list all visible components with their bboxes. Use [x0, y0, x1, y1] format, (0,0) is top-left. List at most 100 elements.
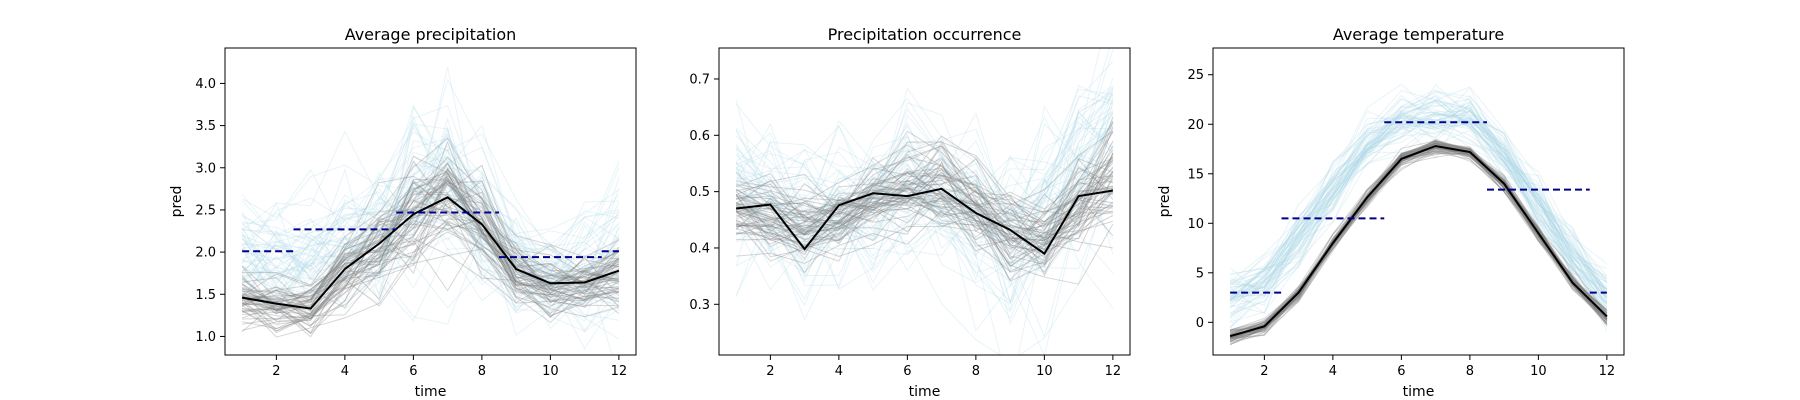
- ensemble-blue-line: [1229, 122, 1608, 329]
- ensemble-blue-line: [735, 147, 1114, 268]
- ensemble-gray-line: [735, 175, 1114, 242]
- ensemble-blue-line: [1229, 101, 1608, 319]
- ensemble-blue-line: [736, 120, 1114, 244]
- ensemble-gray-line: [241, 200, 620, 334]
- x-tick-label: 8: [478, 364, 486, 379]
- ensemble-blue-line: [241, 205, 619, 321]
- ensemble-gray-line: [241, 213, 619, 311]
- ensemble-gray-line: [735, 116, 1114, 236]
- ensemble-blue-line: [241, 196, 620, 321]
- x-tick-label: 2: [766, 364, 774, 379]
- ensemble-gray-line: [242, 180, 620, 308]
- ensemble-blue-line: [241, 131, 619, 300]
- ensemble-blue-line: [735, 95, 1114, 306]
- ensemble-blue-line: [735, 87, 1114, 241]
- ensemble-gray-line: [241, 222, 620, 320]
- ensemble-gray-line: [242, 209, 620, 320]
- ensemble-blue-line: [1230, 119, 1608, 306]
- y-tick-label: 3.5: [195, 119, 216, 134]
- ensemble-gray-line: [736, 145, 1114, 223]
- ensemble-blue-line: [735, 178, 1114, 309]
- y-tick-label: 3.0: [195, 161, 216, 176]
- ensemble-gray-line: [735, 196, 1113, 262]
- ensemble-gray-line: [1229, 146, 1608, 339]
- ensemble-blue-line: [735, 84, 1114, 250]
- ensemble-gray-line: [735, 171, 1114, 273]
- ensemble-blue-line: [1230, 122, 1608, 299]
- ensemble-blue-line: [735, 60, 1114, 222]
- ensemble-gray-line: [735, 157, 1114, 247]
- ensemble-blue-line: [242, 164, 620, 282]
- ensemble-gray-line: [736, 195, 1113, 265]
- ensemble-blue-line: [735, 116, 1114, 218]
- ensemble-blue-line: [241, 133, 620, 253]
- ensemble-blue-line: [735, 116, 1114, 267]
- x-tick-label: 10: [542, 364, 559, 379]
- ensemble-gray-line: [735, 153, 1114, 251]
- ensemble-blue-line: [241, 145, 620, 282]
- ensemble-gray-line: [241, 214, 619, 330]
- x-tick-label: 2: [272, 364, 280, 379]
- ensemble-gray-line: [241, 179, 620, 307]
- ensemble-blue-line: [1229, 83, 1608, 309]
- ensemble-blue-line: [735, 128, 1114, 256]
- ensemble-blue-line: [242, 135, 620, 288]
- ensemble-blue-line: [1230, 99, 1608, 312]
- ensemble-blue-line: [1229, 83, 1608, 283]
- ensemble-gray-line: [735, 180, 1113, 245]
- ensemble-blue-line: [1229, 122, 1608, 320]
- ensemble-gray-line: [735, 157, 1114, 215]
- ensemble-blue-line: [735, 141, 1114, 287]
- ensemble-blue-line: [735, 125, 1114, 219]
- ensemble-blue-line: [735, 174, 1114, 276]
- chart-panel-2: 2 4 6 8 10 12 0.3 0.4 0.5 0.6 0.7 Precipitation occ…: [689, 25, 1131, 400]
- x-tick-label: 6: [903, 364, 911, 379]
- ensemble-blue-line: [242, 182, 620, 323]
- ensemble-gray-line: [241, 219, 620, 326]
- chart-title: Precipitation occurrence: [828, 25, 1022, 44]
- ensemble-gray-line: [736, 120, 1114, 210]
- ensemble-gray-line: [242, 167, 620, 301]
- ensemble-gray-line: [241, 218, 619, 320]
- ensemble-blue-line: [735, 106, 1114, 258]
- ensemble-blue-line: [1230, 110, 1608, 300]
- ensemble-gray-line: [1229, 150, 1608, 336]
- ensemble-blue-line: [241, 235, 620, 325]
- ensemble-blue-line: [242, 183, 613, 355]
- ensemble-blue-line: [241, 125, 620, 308]
- chart-panel-1: 2 4 6 8 10 12 1.0 1.5 2.0 2.5 3.0 3.5 4.0 Average pre…: [169, 25, 637, 400]
- ensemble-blue-line: [242, 164, 620, 316]
- ensemble-gray-line: [735, 166, 1114, 273]
- ensemble-blue-line: [735, 87, 1114, 289]
- ensemble-blue-line: [736, 111, 1114, 272]
- ensemble-gray-line: [735, 175, 1113, 260]
- ensemble-gray-line: [1229, 142, 1608, 333]
- ensemble-blue-line: [242, 185, 620, 312]
- ensemble-blue-line: [241, 67, 620, 294]
- ensemble-blue-line: [241, 78, 620, 295]
- ensemble-gray-line: [736, 187, 1113, 265]
- ensemble-blue-line: [241, 104, 620, 287]
- ensemble-blue-line: [241, 136, 619, 336]
- ensemble-blue-line: [241, 155, 620, 330]
- chart-panel-3: 2 4 6 8 10 12 0 5 10 15 20 25 Average temperature tim…: [1157, 25, 1625, 400]
- ensemble-blue-line: [241, 236, 620, 331]
- x-tick-label: 2: [1260, 364, 1268, 379]
- ensemble-gray-line: [241, 218, 620, 306]
- ensemble-blue-line: [242, 159, 619, 313]
- ensemble-gray-line: [1229, 143, 1608, 331]
- ensemble-blue-line: [1229, 100, 1608, 323]
- x-tick-label: 10: [1036, 364, 1053, 379]
- ensemble-gray-line: [735, 188, 1114, 282]
- ensemble-blue-line: [1229, 96, 1608, 299]
- ensemble-gray-line: [242, 248, 619, 334]
- ensemble-gray-line: [1229, 146, 1608, 335]
- ensemble-gray-line: [735, 145, 1114, 265]
- ensemble-blue-line: [241, 166, 620, 277]
- ensemble-blue-line: [1229, 117, 1608, 297]
- ensemble-blue-line: [1229, 104, 1608, 304]
- plot-area: [241, 67, 620, 355]
- ensemble-gray-line: [242, 223, 619, 327]
- ensemble-gray-line: [735, 156, 1114, 241]
- ensemble-gray-line: [736, 132, 1114, 231]
